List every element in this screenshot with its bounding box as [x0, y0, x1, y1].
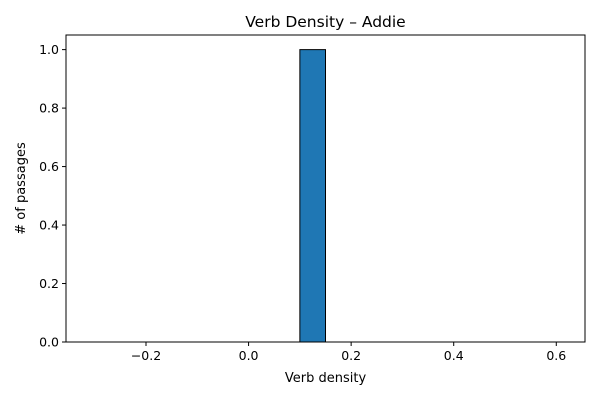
x-tick-label: 0.4: [444, 348, 464, 363]
x-tick-label: 0.6: [546, 348, 566, 363]
y-tick-label: 0.0: [39, 335, 59, 350]
bars-layer: [299, 49, 326, 343]
ticks-layer: −0.2 0.0 0.2 0.4 0.6 0.0 0.2 0.4 0.6 0.8 1.0: [39, 42, 566, 363]
y-tick-label: 0.2: [39, 276, 59, 291]
x-tick-label: 0.0: [239, 348, 259, 363]
x-axis-label: Verb density: [285, 371, 367, 386]
y-axis-label: # of passages: [14, 142, 29, 235]
y-tick-label: 0.6: [39, 159, 59, 174]
axes-frame: [65, 34, 586, 343]
y-tick-label: 0.8: [39, 101, 59, 116]
y-tick-label: 0.4: [39, 218, 59, 233]
chart-title: Verb Density – Addie: [245, 13, 405, 31]
x-tick-label: 0.2: [341, 348, 361, 363]
y-tick-label: 1.0: [39, 42, 59, 57]
x-tick-label: −0.2: [131, 348, 161, 363]
histogram-bar: [299, 49, 326, 343]
